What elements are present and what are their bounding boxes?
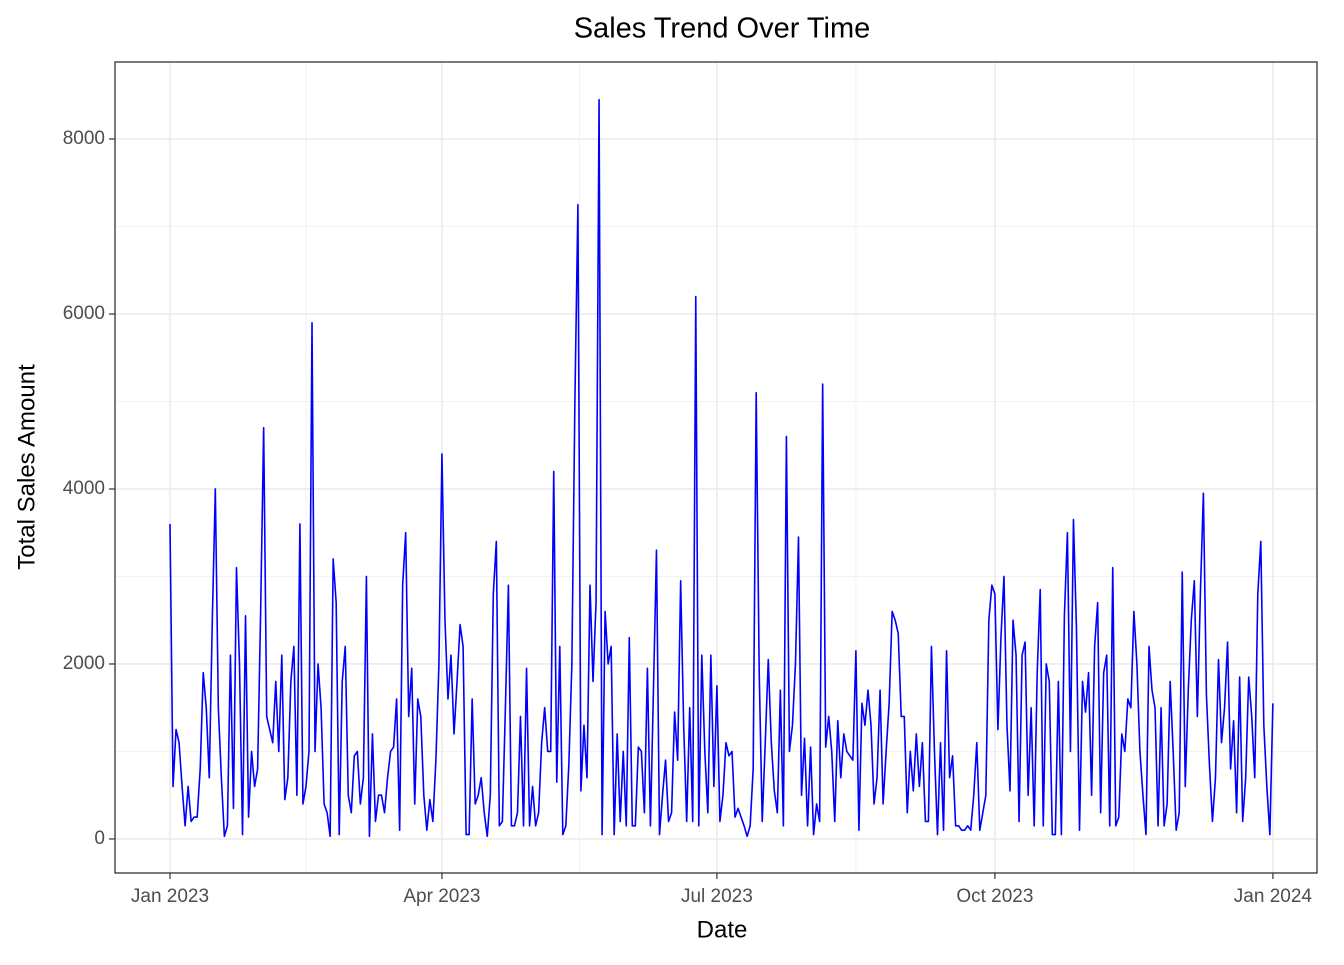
- x-tick-label: Jul 2023: [681, 886, 753, 907]
- x-tick-label: Apr 2023: [403, 886, 480, 907]
- x-axis-label: Date: [697, 916, 748, 943]
- chart-title: Sales Trend Over Time: [574, 13, 871, 45]
- y-tick-label: 6000: [63, 303, 105, 324]
- y-tick-label: 4000: [63, 478, 105, 499]
- x-tick-label: Oct 2023: [956, 886, 1033, 907]
- panel-border: [114, 61, 1318, 874]
- y-tick-label: 2000: [63, 653, 105, 674]
- y-tick-label: 8000: [63, 128, 105, 149]
- x-tick-label: Jan 2023: [131, 886, 209, 907]
- y-tick-label: 0: [94, 828, 105, 849]
- sales-line: [169, 98, 1274, 838]
- y-axis-label: Total Sales Amount: [13, 364, 40, 570]
- x-tick-label: Jan 2024: [1234, 886, 1313, 907]
